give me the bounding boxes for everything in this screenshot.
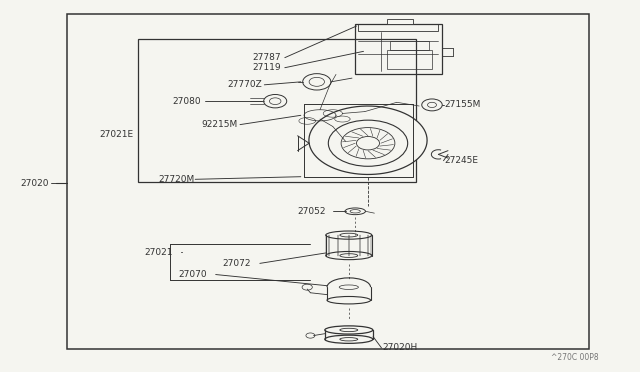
Text: 27052: 27052	[298, 207, 326, 216]
Text: 27245E: 27245E	[445, 156, 479, 165]
Text: 27020: 27020	[20, 179, 49, 187]
Text: 27072: 27072	[223, 259, 252, 268]
Bar	[67, 14, 589, 349]
Text: ^270C 00P8: ^270C 00P8	[551, 353, 598, 362]
Text: 27770Z: 27770Z	[227, 80, 262, 89]
Text: 27021E: 27021E	[99, 130, 133, 139]
Polygon shape	[309, 106, 427, 174]
Text: 27787: 27787	[253, 53, 282, 62]
Bar	[387, 19, 413, 24]
Text: 27021: 27021	[144, 248, 173, 257]
Text: 92215M: 92215M	[202, 120, 238, 129]
Text: 27119: 27119	[253, 63, 282, 72]
Bar	[390, 41, 429, 50]
Bar	[358, 24, 438, 31]
Text: 27720M: 27720M	[159, 175, 195, 184]
Bar	[138, 39, 416, 182]
Text: 27155M: 27155M	[445, 100, 481, 109]
Bar	[355, 24, 442, 74]
Text: 27080: 27080	[173, 97, 202, 106]
Text: 27020H: 27020H	[383, 343, 418, 352]
Text: 27070: 27070	[178, 270, 207, 279]
Bar	[387, 50, 432, 69]
